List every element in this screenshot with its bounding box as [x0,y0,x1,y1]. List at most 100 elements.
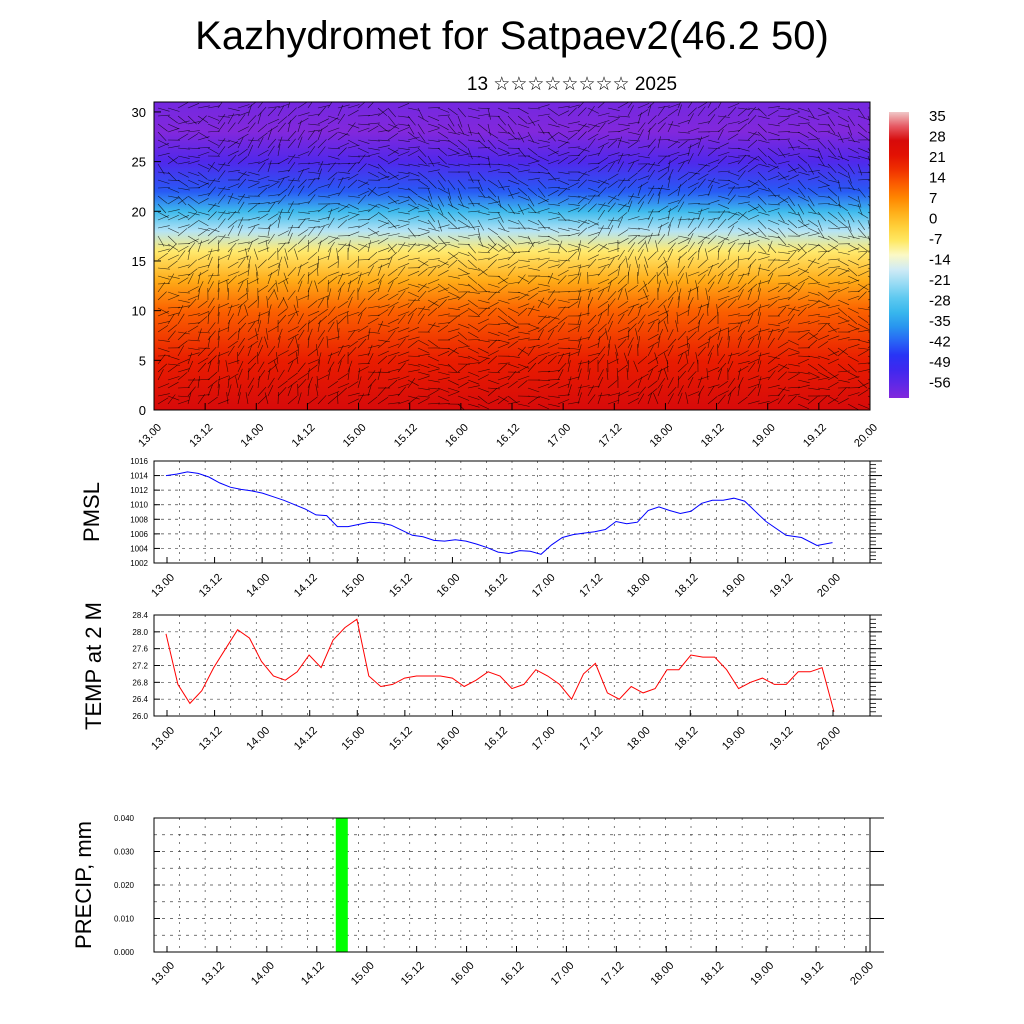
wind-barb [347,144,360,149]
wind-barb [157,131,167,142]
wind-barb [245,248,249,261]
wind-barb [527,227,540,231]
wind-barb [167,123,180,130]
wind-barb [316,263,319,277]
wind-barb [597,179,610,185]
wind-barb [217,211,230,215]
wind-barb [677,343,690,349]
wind-barb [417,155,427,165]
wind-barb [427,307,438,317]
wind-barb [447,307,460,311]
wind-barb [267,304,272,317]
wind-barb [717,381,729,389]
wind-barb [527,171,541,173]
x-tick-label: 13.00 [149,572,177,600]
wind-barb [647,392,653,405]
wind-barb [277,264,281,277]
wind-barb [577,219,590,225]
wind-barb [697,193,710,197]
wind-barb [587,356,598,365]
wind-barb [727,268,738,277]
wind-barb [397,255,410,261]
wind-barb [777,219,790,226]
wind-barb [697,178,706,189]
wind-barb [657,192,661,205]
wind-barb [457,123,465,135]
wind-barb [407,215,420,221]
wind-barb [264,336,269,349]
wind-barb [607,290,617,301]
wind-barb [257,235,270,238]
wind-barb [577,171,590,176]
wind-barb [657,378,666,389]
wind-barb [327,306,336,317]
wind-barb [627,153,640,157]
wind-barb [297,120,302,133]
wind-barb [237,337,246,349]
wind-barb [777,363,788,373]
wind-barb [797,267,810,274]
wind-barb [767,323,780,327]
wind-barb [267,224,271,237]
wind-barb [587,162,601,165]
wind-barb [377,139,391,142]
wind-barb [567,352,571,365]
wind-barb [207,322,216,333]
wind-barb [337,360,342,373]
wind-barb [227,271,240,277]
wind-barb [787,386,801,389]
wind-barb [427,323,440,328]
wind-barb [857,323,869,330]
x-tick-label: 20.00 [815,725,843,753]
wind-barb [477,299,490,304]
wind-barb [417,147,427,158]
wind-barb [437,313,450,317]
wind-barb [457,195,464,207]
wind-barb [747,308,758,317]
wind-barb [797,403,810,410]
wind-barb [437,371,450,376]
wind-barb [295,352,299,365]
wind-barb [447,203,459,211]
wind-barb [307,161,320,165]
wind-barb [297,129,305,141]
wind-barb [717,368,723,381]
wind-barb [597,122,606,133]
wind-barb [727,313,740,317]
wind-barb [767,370,776,381]
wind-barb [377,339,390,343]
wind-barb [327,192,340,197]
wind-barb [247,144,254,157]
wind-barb [857,227,867,238]
wind-barb [247,204,258,213]
wind-barb [177,291,190,294]
wind-barb [857,339,870,344]
wind-barb [857,179,870,181]
wind-barb [647,187,661,189]
wind-barb [417,107,424,119]
wind-barb [317,106,326,117]
wind-barb [257,295,259,309]
wind-barb [407,206,419,213]
wind-barb [817,235,830,241]
wind-barb [477,179,483,192]
colorbar-tick-label: 0 [929,211,937,228]
wind-barb [507,179,520,185]
wind-barb [167,214,180,221]
wind-barb [507,363,520,369]
wind-barb [267,213,279,221]
wind-barb [617,123,630,127]
wind-barb [757,243,767,254]
y-tick-label: 15 [132,254,146,269]
wind-barb [807,259,820,265]
temp-y-axis: 26.026.426.827.227.628.028.4 [132,611,882,721]
wind-barb [197,151,210,157]
wind-barb [837,219,848,228]
wind-barb [317,330,326,341]
wind-barb [397,351,410,357]
wind-barb [457,355,470,359]
wind-barb [275,352,279,365]
wind-barb [837,211,846,222]
wind-barb [207,227,220,232]
wind-barb [177,368,190,373]
